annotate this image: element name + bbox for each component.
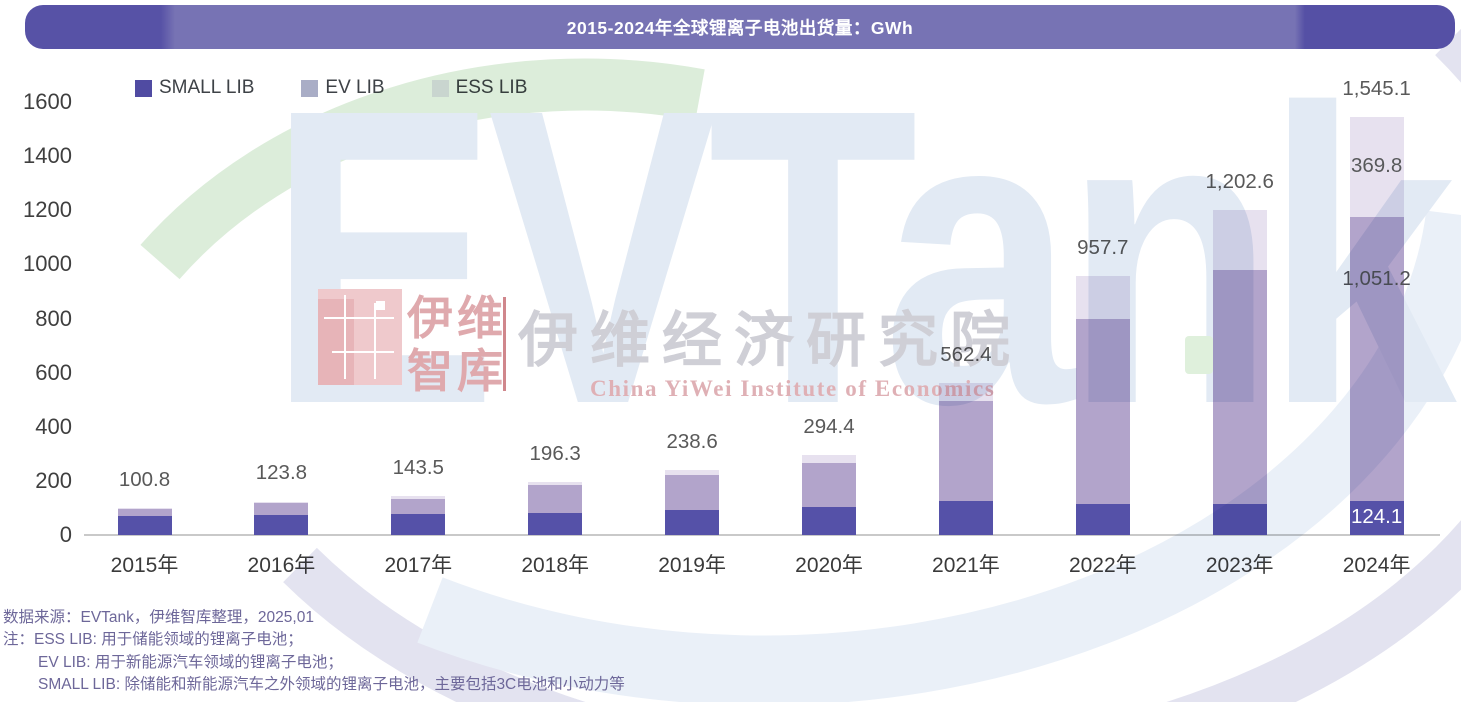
bar-segment-small-lib — [117, 516, 172, 535]
bar-segment-small-lib — [665, 509, 720, 535]
bar-segment-small-lib — [391, 514, 446, 535]
legend-label-ess-lib: ESS LIB — [455, 77, 528, 98]
y-axis-tick-label: 0 — [59, 522, 72, 547]
bar-segment-small-lib — [1212, 504, 1267, 535]
bar-segment-ess-lib — [938, 382, 993, 401]
bar-segment-ev-lib — [665, 475, 720, 510]
x-axis-tick-label: 2024年 — [1342, 554, 1411, 577]
legend-item-ess-lib: ESS LIB — [431, 77, 528, 99]
bar-2019年 — [665, 470, 720, 535]
y-axis-tick-label: 1000 — [23, 251, 72, 277]
x-axis-tick-label: 2022年 — [1068, 554, 1137, 577]
bar-segment-ev-lib — [1212, 270, 1267, 505]
bar-segment-ess-lib — [528, 481, 583, 485]
bar-2023年 — [1212, 209, 1267, 535]
bar-2015年 — [117, 507, 172, 535]
bar-segment-ess-lib — [802, 455, 856, 464]
y-axis-tick-label: 400 — [35, 413, 72, 439]
bar-2017年 — [391, 496, 446, 535]
note-ess-lib: 注：ESS LIB: 用于储能领域的锂离子电池； — [3, 631, 303, 649]
y-axis-tick-label: 600 — [35, 359, 72, 385]
bar-segment-ev-lib — [117, 508, 172, 517]
bar-total-label: 1,545.1 — [1342, 76, 1411, 100]
bar-2018年 — [528, 481, 583, 535]
x-axis-tick-label: 2017年 — [384, 554, 453, 577]
y-axis-tick-label: 1200 — [23, 197, 72, 223]
bar-total-label: 238.6 — [666, 430, 718, 454]
label-small-lib-2024: 124.1 — [1350, 505, 1403, 529]
bar-segment-small-lib — [254, 514, 309, 535]
bar-segment-small-lib — [938, 501, 993, 535]
legend-item-ev-lib: EV LIB — [301, 77, 385, 99]
y-axis-tick-label: 1600 — [23, 89, 72, 114]
bar-segment-small-lib — [528, 512, 583, 535]
legend-label-ev-lib: EV LIB — [325, 77, 385, 98]
x-axis-tick-label: 2018年 — [521, 554, 590, 577]
bar-segment-ess-lib — [117, 507, 172, 509]
footer-notes: 数据来源：EVTank，伊维智库整理，2025,01 注：ESS LIB: 用于… — [3, 607, 625, 697]
legend-swatch-ev-lib — [301, 79, 319, 97]
legend-swatch-ess-lib — [431, 79, 449, 97]
bar-2021年 — [938, 382, 993, 535]
bar-total-label: 143.5 — [392, 456, 444, 480]
legend-item-small-lib: SMALL LIB — [135, 77, 254, 99]
bar-segment-ev-lib — [528, 484, 583, 513]
bar-total-label: 123.8 — [255, 461, 308, 485]
bar-2020年 — [802, 455, 856, 535]
bar-total-label: 100.8 — [118, 467, 171, 491]
bar-segment-ev-lib — [1349, 216, 1404, 502]
bar-segment-ess-lib — [1212, 209, 1267, 271]
bar-total-label: 1,202.6 — [1205, 169, 1274, 193]
x-axis-tick-label: 2020年 — [795, 554, 863, 577]
bar-segment-ess-lib — [665, 470, 720, 476]
legend-swatch-small-lib — [135, 79, 152, 97]
x-axis-tick-label: 2023年 — [1205, 554, 1274, 577]
y-axis-tick-label: 1400 — [23, 143, 72, 169]
bar-total-label: 294.4 — [803, 415, 855, 439]
label-ev-lib-2024: 1,051.2 — [1342, 266, 1411, 290]
bar-total-label: 196.3 — [529, 441, 581, 465]
bar-segment-ev-lib — [938, 400, 993, 502]
bar-total-label: 562.4 — [940, 342, 992, 366]
legend-label-small-lib: SMALL LIB — [159, 77, 255, 98]
bar-segment-ev-lib — [391, 498, 446, 515]
bar-segment-ev-lib — [1075, 318, 1130, 505]
bar-segment-ev-lib — [254, 503, 309, 515]
note-ev-lib: EV LIB: 用于新能源汽车领域的锂离子电池； — [38, 653, 343, 671]
note-small-lib: SMALL LIB: 除储能和新能源汽车之外领域的锂离子电池，主要包括3C电池和… — [38, 676, 625, 694]
bar-2024年 — [1349, 116, 1404, 535]
chart-title: 2015-2024年全球锂离子电池出货量：GWh — [566, 17, 914, 38]
bar-segment-small-lib — [802, 506, 856, 535]
bar-segment-ess-lib — [254, 501, 309, 504]
x-axis-tick-label: 2019年 — [658, 554, 726, 577]
bar-segment-ev-lib — [802, 463, 856, 507]
y-axis-tick-label: 200 — [35, 467, 72, 493]
bar-segment-small-lib — [1075, 504, 1130, 535]
x-axis-tick-label: 2016年 — [247, 554, 316, 577]
data-source-note: 数据来源：EVTank，伊维智库整理，2025,01 — [3, 609, 314, 626]
bar-2016年 — [254, 501, 309, 535]
x-axis-tick-label: 2021年 — [932, 554, 1000, 577]
chart-title-bar: 2015-2024年全球锂离子电池出货量：GWh — [25, 5, 1455, 49]
bar-segment-ess-lib — [1075, 275, 1130, 319]
bar-total-label: 957.7 — [1077, 235, 1129, 259]
bar-2022年 — [1075, 275, 1130, 535]
label-ess-lib-2024: 369.8 — [1350, 153, 1403, 177]
bar-segment-ess-lib — [391, 496, 446, 499]
x-axis-tick-label: 2015年 — [110, 554, 179, 577]
legend: SMALL LIB EV LIB ESS LIB — [135, 77, 574, 99]
y-axis-tick-label: 800 — [35, 305, 72, 331]
